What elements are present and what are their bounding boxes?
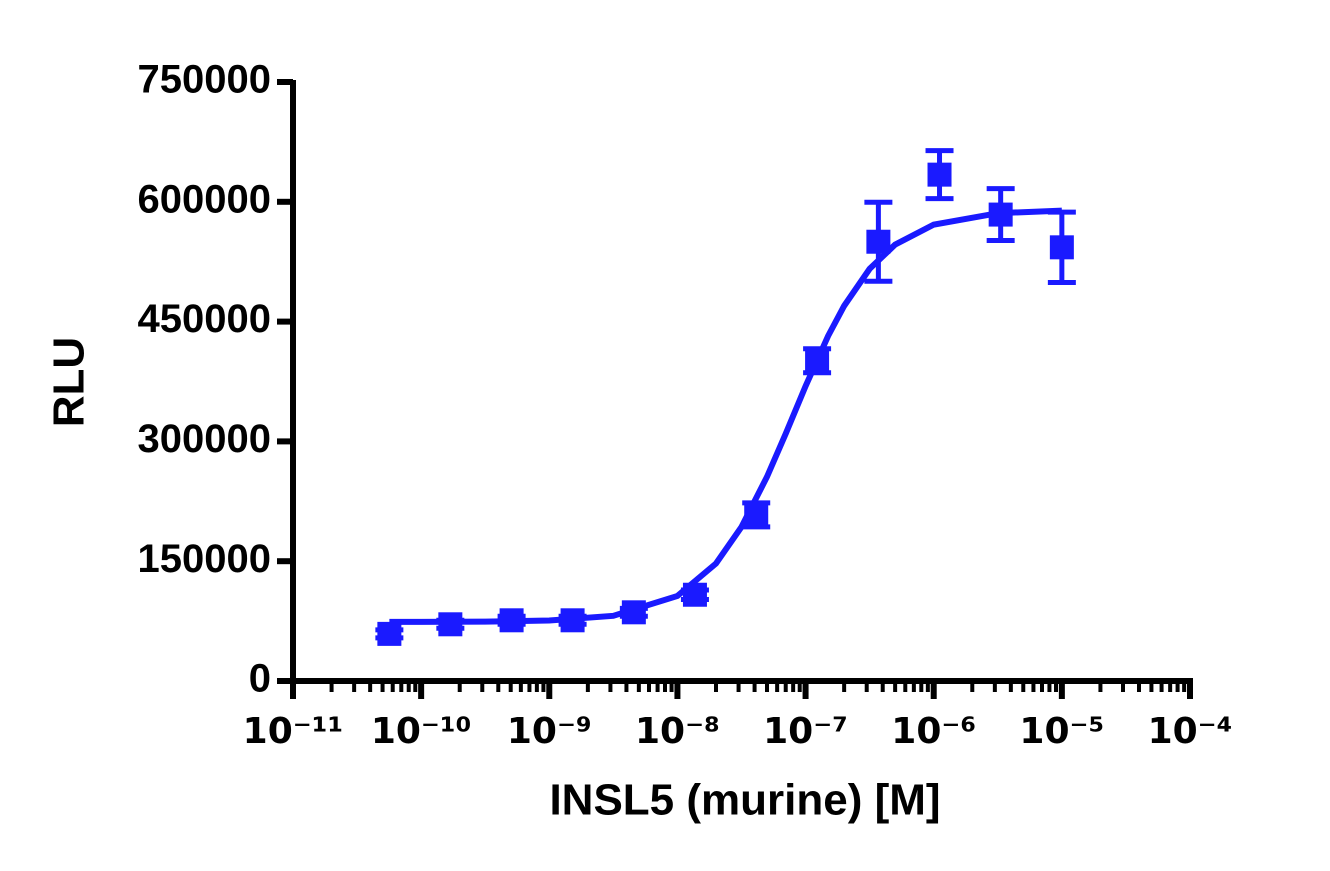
data-point [438, 612, 463, 637]
x-tick-label: 10⁻⁵ [1019, 711, 1104, 752]
data-point [499, 608, 524, 633]
x-tick-label: 10⁻⁷ [763, 711, 848, 752]
x-tick-label: 10⁻¹¹ [243, 711, 344, 752]
y-tick-label: 300000 [138, 417, 271, 461]
x-tick-label: 10⁻¹⁰ [371, 711, 472, 752]
x-tick-label: 10⁻⁶ [891, 711, 976, 752]
data-point [682, 582, 707, 607]
x-tick-label: 10⁻⁹ [507, 711, 592, 752]
data-point [377, 621, 402, 646]
y-tick-label: 600000 [138, 177, 271, 221]
x-tick-label: 10⁻⁴ [1148, 711, 1233, 752]
x-tick-label: 10⁻⁸ [635, 711, 720, 752]
data-point [1049, 235, 1074, 260]
y-tick-label: 0 [249, 657, 271, 701]
y-tick-label: 750000 [138, 58, 271, 102]
data-point [621, 600, 646, 625]
y-tick-label: 450000 [138, 297, 271, 341]
x-axis-title: INSL5 (murine) [M] [549, 776, 940, 825]
y-axis-title: RLU [45, 337, 94, 427]
data-point [744, 502, 769, 527]
data-point [560, 608, 585, 633]
data-point [927, 162, 952, 187]
fit-curve [389, 207, 1062, 625]
y-tick-label: 150000 [138, 537, 271, 581]
data-point [988, 202, 1013, 227]
data-point [866, 229, 891, 254]
data-point [805, 348, 830, 373]
